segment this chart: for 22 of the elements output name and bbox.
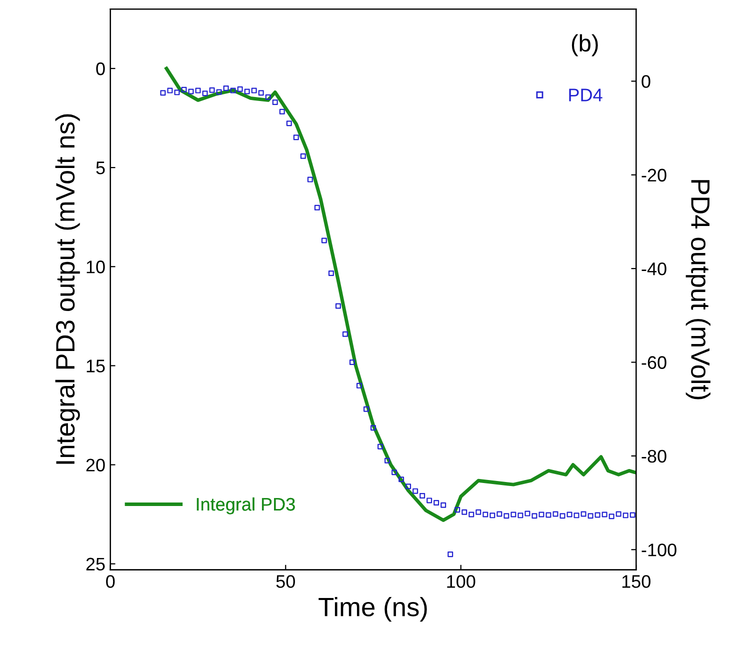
x-tick-label: 50 <box>276 575 295 588</box>
y-tick-label: 5 <box>96 162 105 174</box>
y-tick-label: 20 <box>86 458 105 472</box>
x-tick-label: 100 <box>447 575 476 588</box>
y-tick-label: 25 <box>86 558 105 571</box>
y2-tick-label: 0 <box>642 75 650 88</box>
legend-label: PD4 <box>569 88 602 102</box>
y-axis-title: Integral PD3 output (mVolt ns) <box>55 114 80 464</box>
x-axis-title: Time (ns) <box>318 597 427 622</box>
annotation: (b) <box>572 34 598 56</box>
y2-tick-label: -100 <box>642 544 676 556</box>
y-tick-label: 0 <box>96 62 105 76</box>
x-tick-label: 150 <box>622 575 650 588</box>
x-tick-label: 0 <box>106 575 115 588</box>
y-tick-label: 15 <box>86 360 105 372</box>
y2-tick-label: -20 <box>642 168 666 182</box>
y2-axis-title: PD4 output (mVolt) <box>686 180 710 400</box>
legend-label: Integral PD3 <box>196 497 295 514</box>
y2-tick-label: -60 <box>642 356 666 369</box>
y2-tick-label: -80 <box>642 450 666 463</box>
y-tick-label: 10 <box>86 260 105 274</box>
y2-tick-label: -40 <box>642 262 666 276</box>
